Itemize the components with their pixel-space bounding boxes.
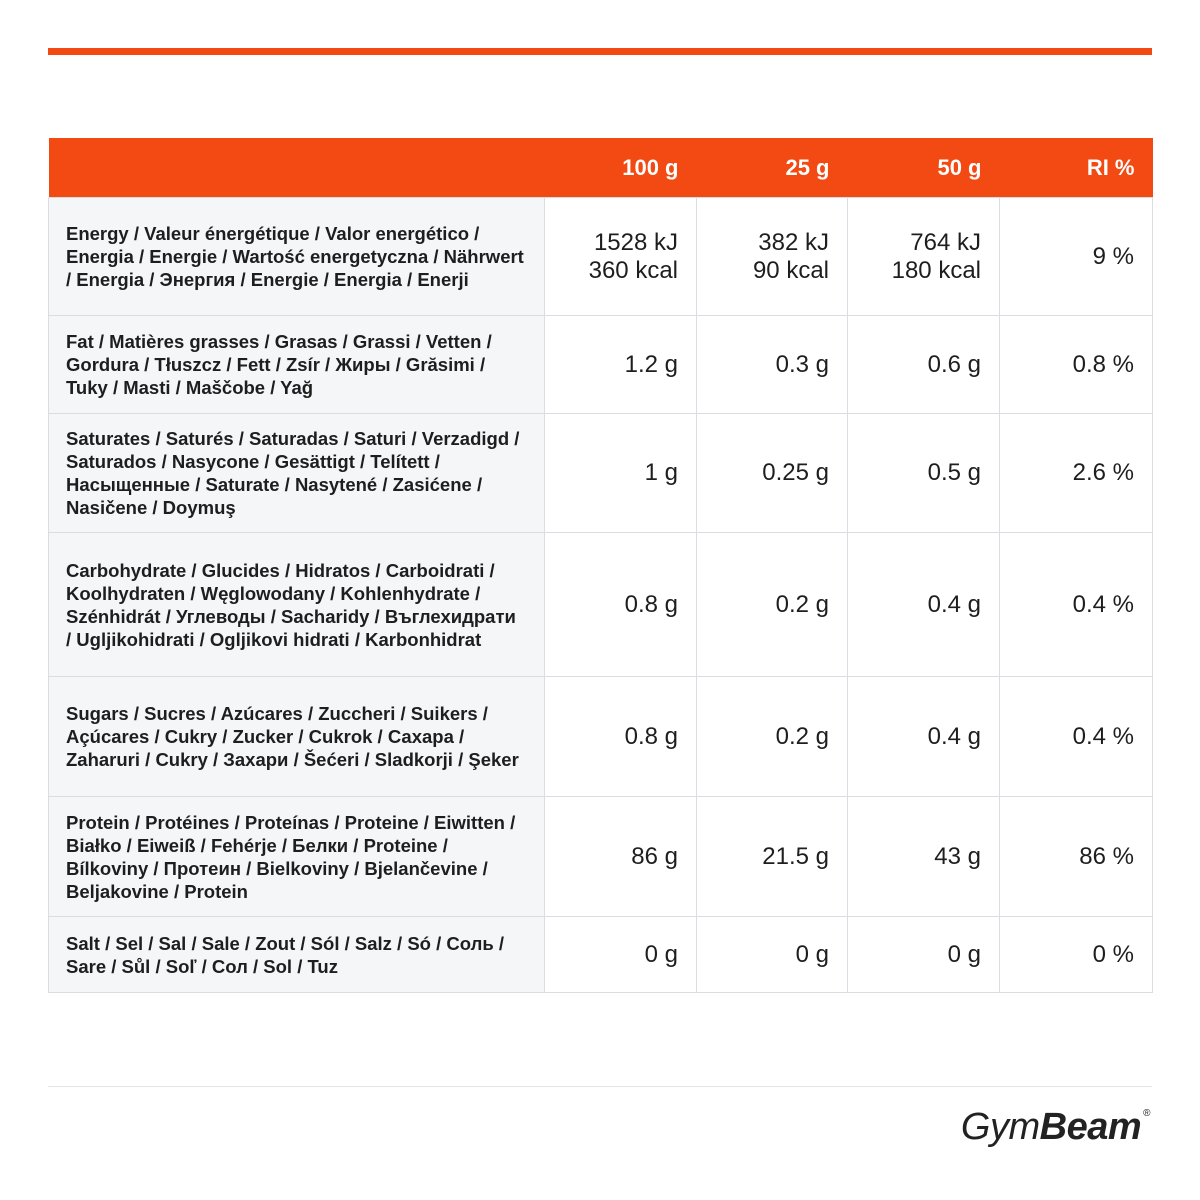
row-label: Carbohydrate / Glucides / Hidratos / Car… bbox=[48, 532, 545, 677]
gymbeam-logo: GymBeam ® bbox=[960, 1106, 1151, 1150]
value-100g: 1528 kJ 360 kcal bbox=[544, 197, 697, 316]
registered-mark: ® bbox=[1143, 1108, 1150, 1119]
value-25g: 0.25 g bbox=[696, 413, 848, 533]
value-kcal: 360 kcal bbox=[588, 256, 678, 284]
value-50g: 764 kJ 180 kcal bbox=[847, 197, 1000, 316]
value-kcal: 90 kcal bbox=[752, 256, 829, 284]
table-row-carbohydrate: Carbohydrate / Glucides / Hidratos / Car… bbox=[48, 532, 1153, 677]
table-header-row: 100 g 25 g 50 g RI % bbox=[48, 138, 1153, 198]
value-ri: 2.6 % bbox=[999, 413, 1153, 533]
value-100g: 86 g bbox=[544, 796, 697, 917]
row-label: Fat / Matières grasses / Grasas / Grassi… bbox=[48, 315, 545, 414]
value-50g: 0.4 g bbox=[847, 676, 1000, 797]
value-50g: 0 g bbox=[847, 916, 1000, 993]
value-25g: 0.2 g bbox=[696, 676, 848, 797]
table-row-salt: Salt / Sel / Sal / Sale / Zout / Sól / S… bbox=[48, 916, 1153, 993]
header-100g: 100 g bbox=[544, 138, 697, 198]
table-row-sugars: Sugars / Sucres / Azúcares / Zuccheri / … bbox=[48, 676, 1153, 797]
value-25g: 0.2 g bbox=[696, 532, 848, 677]
footer-divider bbox=[48, 1086, 1152, 1087]
value-50g: 0.5 g bbox=[847, 413, 1000, 533]
top-accent-bar bbox=[48, 48, 1152, 55]
row-label: Salt / Sel / Sal / Sale / Zout / Sól / S… bbox=[48, 916, 545, 993]
value-25g: 0 g bbox=[696, 916, 848, 993]
value-kj: 1528 kJ bbox=[593, 228, 678, 256]
row-label: Protein / Protéines / Proteínas / Protei… bbox=[48, 796, 545, 917]
header-label bbox=[48, 138, 545, 198]
value-ri: 0.8 % bbox=[999, 315, 1153, 414]
table-row-saturates: Saturates / Saturés / Saturadas / Saturi… bbox=[48, 413, 1153, 533]
row-label: Sugars / Sucres / Azúcares / Zuccheri / … bbox=[48, 676, 545, 797]
value-100g: 0 g bbox=[544, 916, 697, 993]
value-25g: 0.3 g bbox=[696, 315, 848, 414]
logo-text-light: Gym bbox=[960, 1106, 1040, 1148]
header-ri: RI % bbox=[999, 138, 1153, 198]
value-ri: 86 % bbox=[999, 796, 1153, 917]
logo-text-bold: Beam bbox=[1039, 1106, 1142, 1148]
value-50g: 0.4 g bbox=[847, 532, 1000, 677]
table-row-fat: Fat / Matières grasses / Grasas / Grassi… bbox=[48, 315, 1153, 414]
value-ri: 9 % bbox=[999, 197, 1153, 316]
value-kj: 764 kJ bbox=[910, 228, 981, 256]
header-50g: 50 g bbox=[847, 138, 1000, 198]
nutrition-table: 100 g 25 g 50 g RI % Energy / Valeur éne… bbox=[48, 138, 1153, 993]
value-25g: 21.5 g bbox=[696, 796, 848, 917]
value-100g: 1.2 g bbox=[544, 315, 697, 414]
value-100g: 0.8 g bbox=[544, 676, 697, 797]
table-row-energy: Energy / Valeur énergétique / Valor ener… bbox=[48, 197, 1153, 316]
header-25g: 25 g bbox=[696, 138, 848, 198]
value-25g: 382 kJ 90 kcal bbox=[696, 197, 848, 316]
table-row-protein: Protein / Protéines / Proteínas / Protei… bbox=[48, 796, 1153, 917]
value-ri: 0 % bbox=[999, 916, 1153, 993]
value-kcal: 180 kcal bbox=[891, 256, 981, 284]
value-100g: 1 g bbox=[544, 413, 697, 533]
row-label: Energy / Valeur énergétique / Valor ener… bbox=[48, 197, 545, 316]
value-50g: 0.6 g bbox=[847, 315, 1000, 414]
row-label: Saturates / Saturés / Saturadas / Saturi… bbox=[48, 413, 545, 533]
value-ri: 0.4 % bbox=[999, 676, 1153, 797]
value-kj: 382 kJ bbox=[758, 228, 829, 256]
value-50g: 43 g bbox=[847, 796, 1000, 917]
value-100g: 0.8 g bbox=[544, 532, 697, 677]
value-ri: 0.4 % bbox=[999, 532, 1153, 677]
